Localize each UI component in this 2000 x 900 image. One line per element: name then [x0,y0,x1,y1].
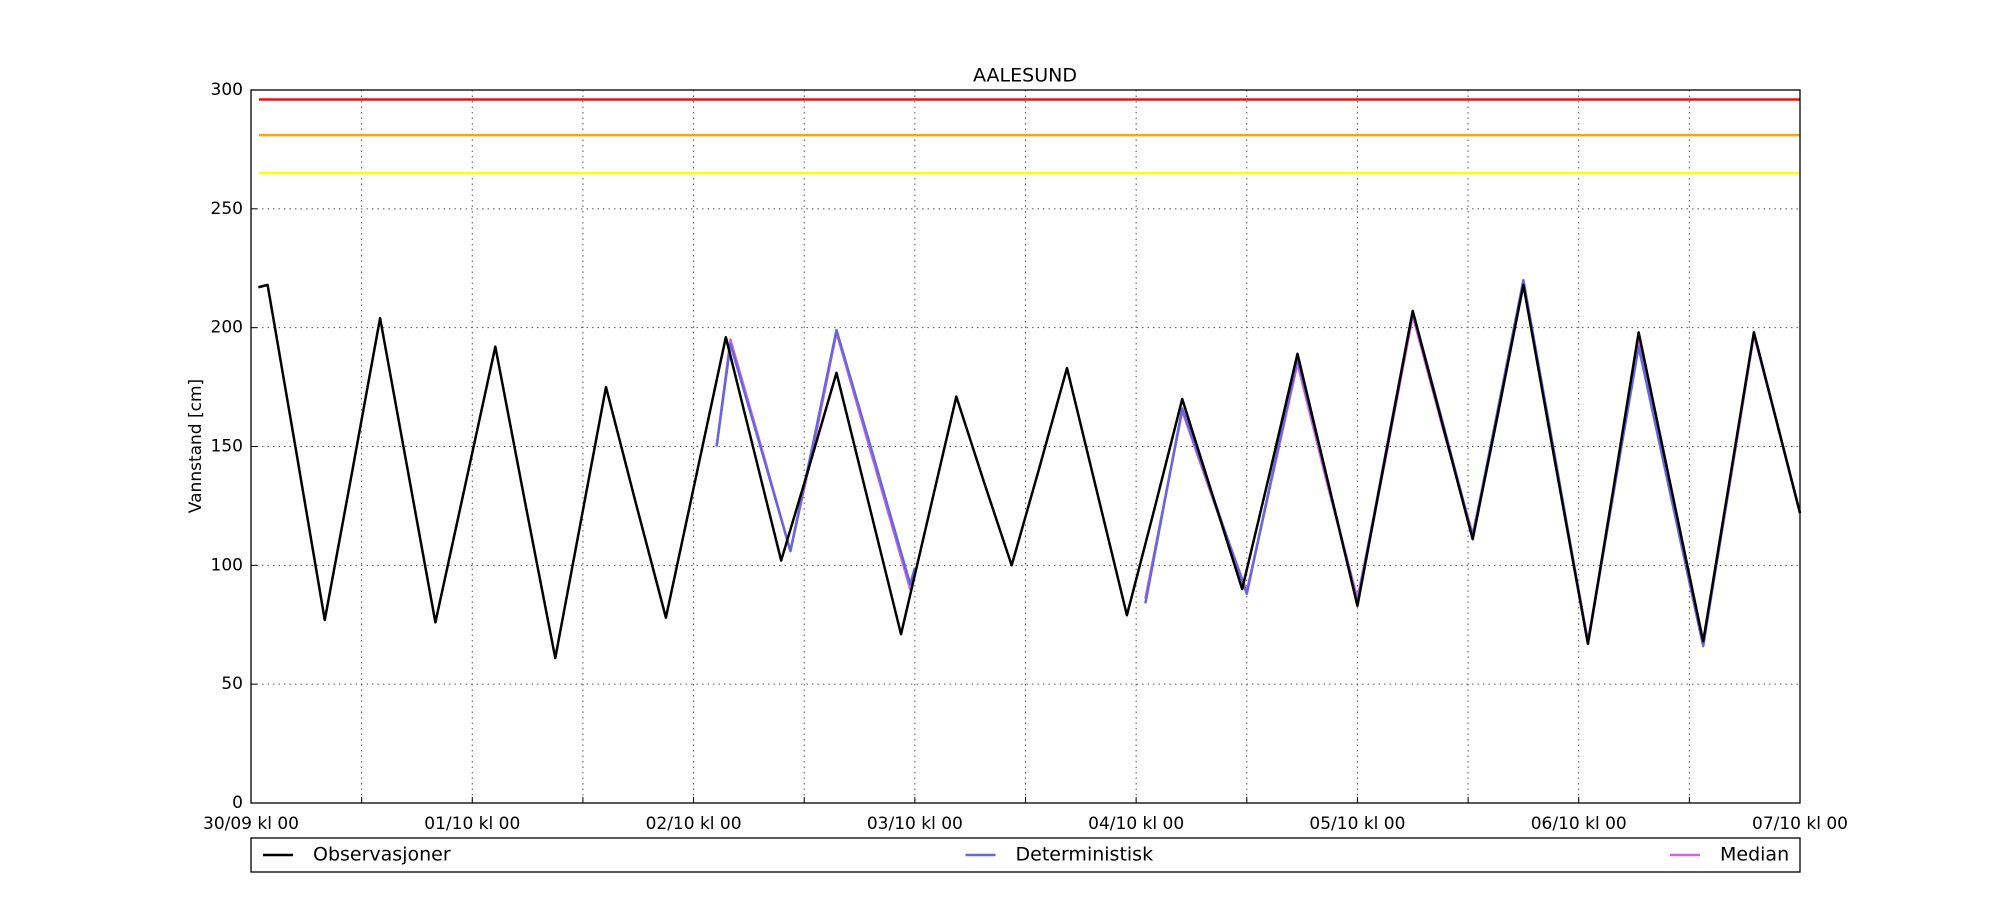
legend-box [250,837,1801,873]
y-tick-label: 100 [211,555,243,575]
x-tick-label: 07/10 kl 00 [1752,814,1848,834]
y-tick-label: 250 [211,199,243,219]
legend-label: Observasjoner [313,844,451,866]
x-tick-label: 04/10 kl 00 [1088,814,1184,834]
x-tick-label: 01/10 kl 00 [424,814,520,834]
y-axis-label: Vannstand [cm] [186,379,206,513]
y-tick-label: 200 [211,318,243,338]
legend-label: Median [1720,844,1789,866]
x-tick-label: 06/10 kl 00 [1531,814,1627,834]
legend-label: Deterministisk [1016,844,1154,866]
plot-frame [250,89,1801,804]
chart-title: AALESUND [973,65,1077,87]
x-tick-label: 02/10 kl 00 [646,814,742,834]
y-tick-label: 0 [232,793,243,813]
x-tick-label: 05/10 kl 00 [1309,814,1405,834]
x-tick-label: 30/09 kl 00 [203,814,299,834]
x-tick-label: 03/10 kl 00 [867,814,963,834]
y-tick-label: 50 [221,674,243,694]
y-tick-label: 300 [211,80,243,100]
series-line [258,283,1802,660]
y-tick-label: 150 [211,437,243,457]
